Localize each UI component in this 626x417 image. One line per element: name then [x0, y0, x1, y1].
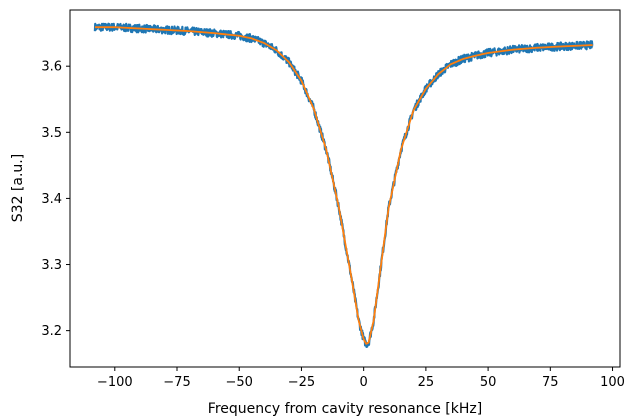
fit-series-line [94, 26, 593, 345]
x-tick-label: −75 [163, 375, 190, 390]
x-axis-ticks: −100 −75 −50 −25 0 25 50 75 100 [97, 367, 625, 390]
y-tick-label: 3.2 [41, 324, 62, 339]
y-axis-ticks: 3.2 3.3 3.4 3.5 3.6 [41, 60, 70, 339]
x-tick-label: 25 [418, 375, 435, 390]
x-tick-label: −100 [97, 375, 133, 390]
x-tick-label: −50 [226, 375, 253, 390]
y-axis-title: S32 [a.u.] [10, 154, 26, 222]
x-tick-label: −25 [288, 375, 315, 390]
x-tick-label: 0 [360, 375, 368, 390]
y-tick-label: 3.6 [41, 60, 62, 75]
y-tick-label: 3.3 [41, 258, 62, 273]
plot-area-background [70, 10, 620, 367]
x-tick-label: 50 [480, 375, 497, 390]
series-layer [93, 22, 594, 349]
y-tick-label: 3.4 [41, 192, 62, 207]
x-tick-label: 100 [600, 375, 625, 390]
x-axis-title: Frequency from cavity resonance [kHz] [208, 401, 482, 417]
x-tick-label: 75 [542, 375, 559, 390]
plot-frame [69, 9, 621, 368]
y-tick-label: 3.5 [41, 126, 62, 141]
